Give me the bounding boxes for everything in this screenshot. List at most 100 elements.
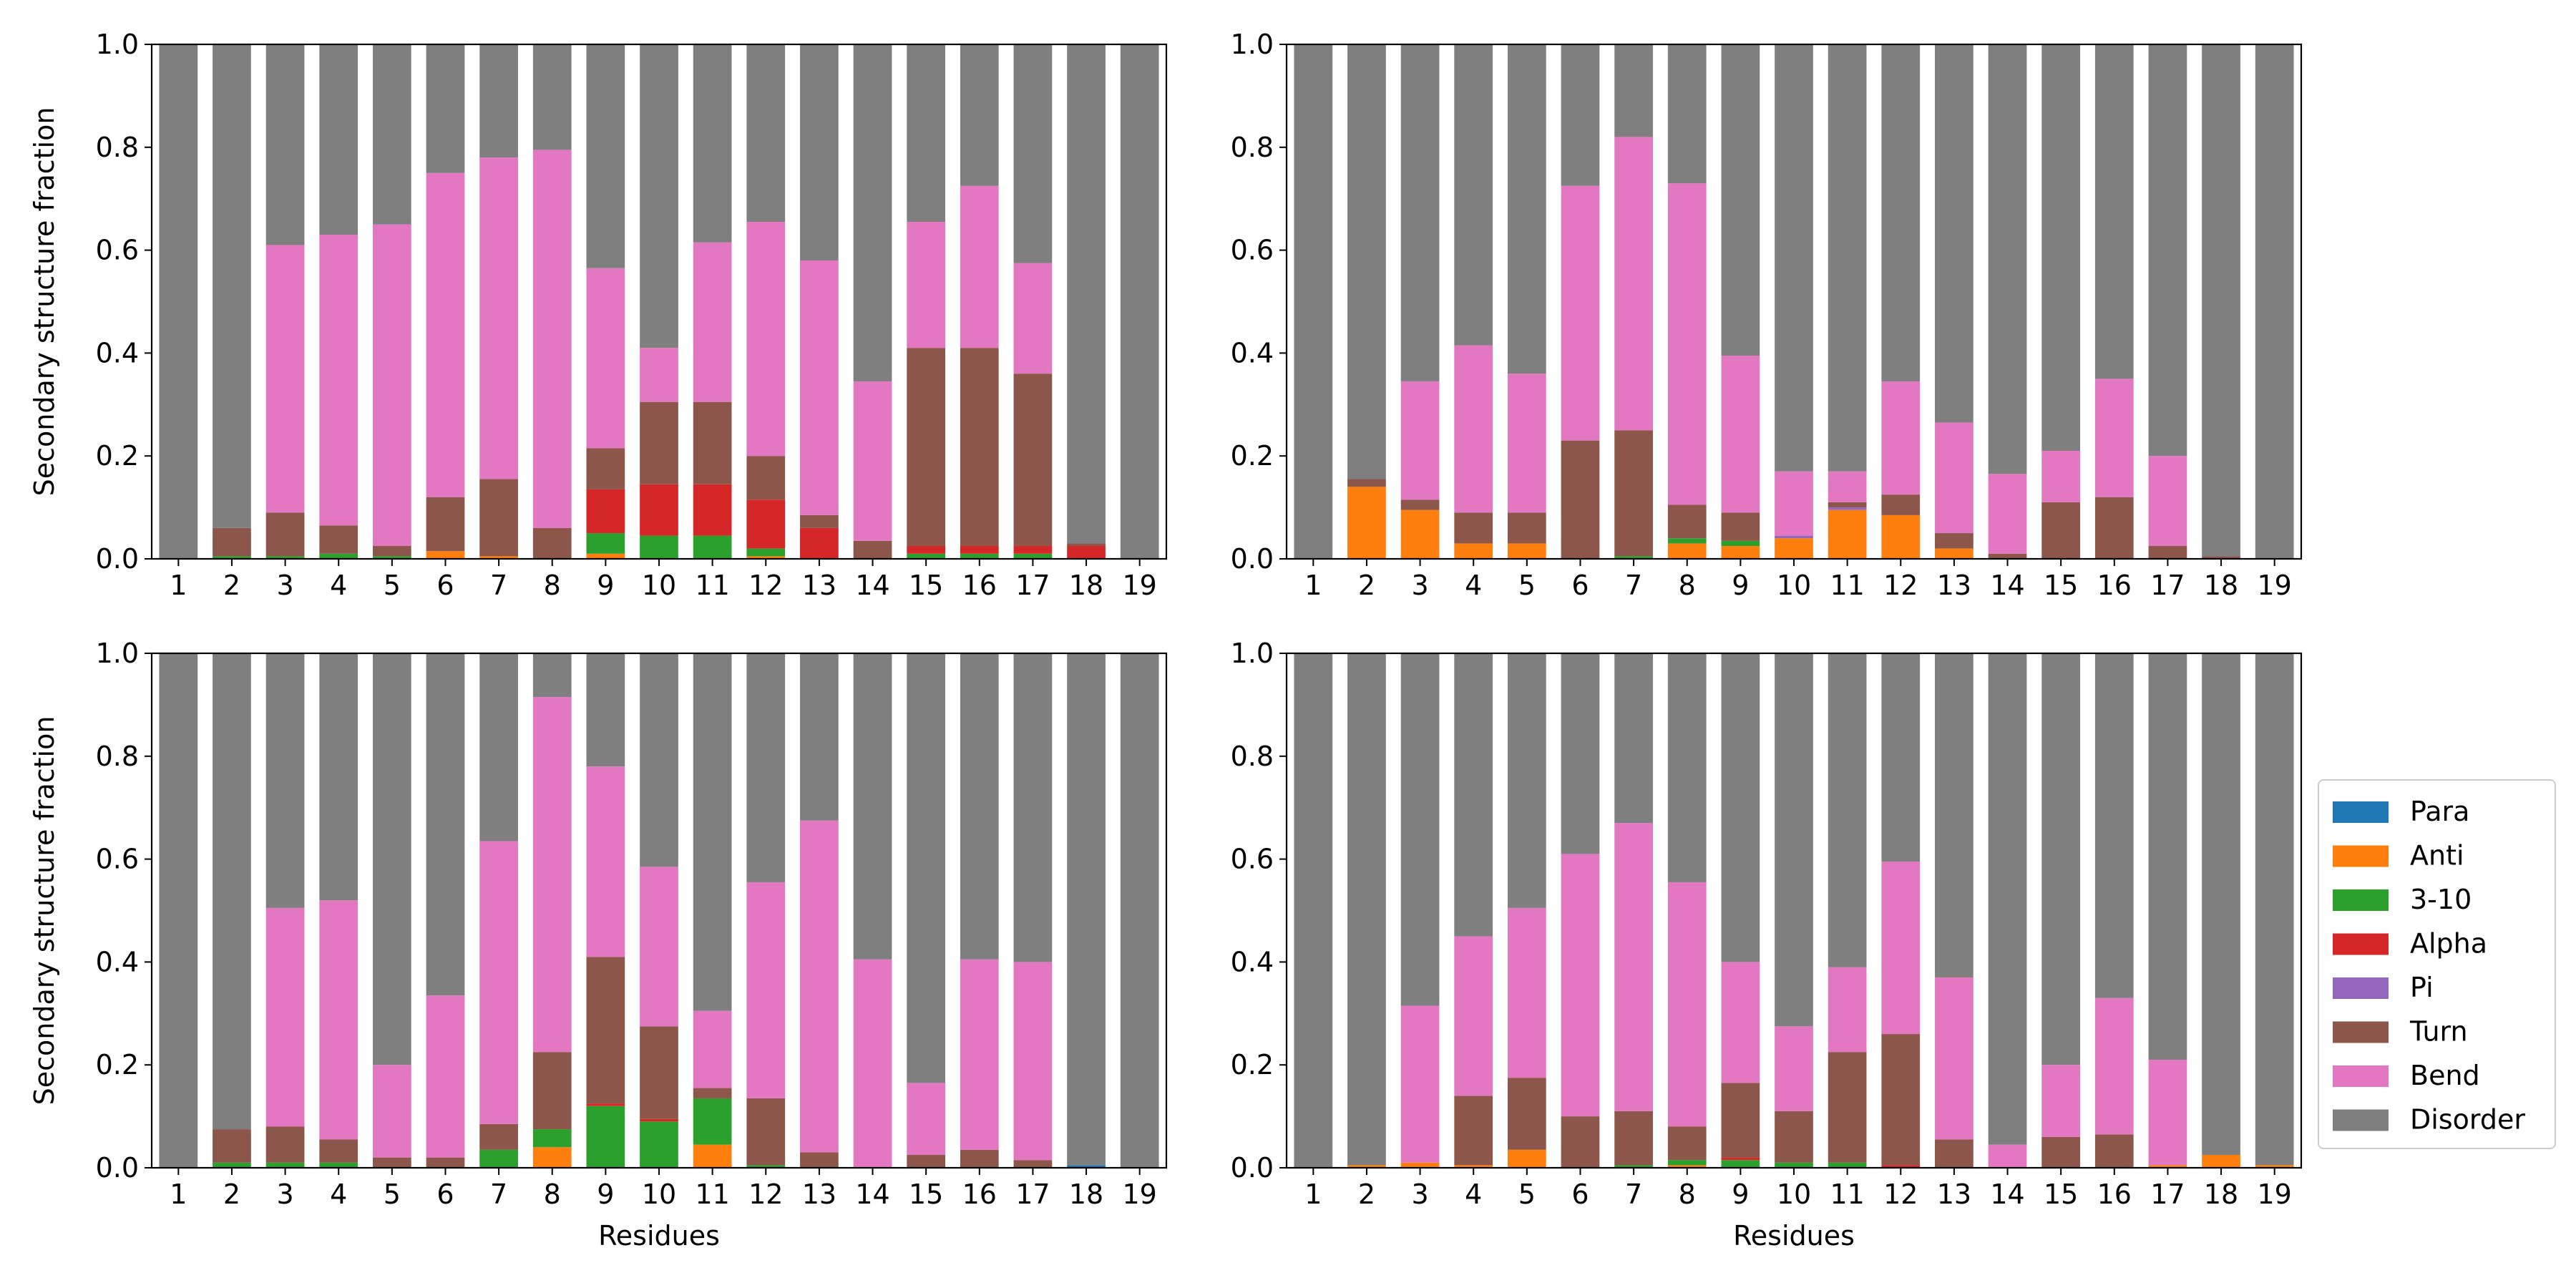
bar-turn-residue-7 [479, 479, 518, 557]
bar-bend-residue-4 [1454, 345, 1493, 513]
panel-bottom-left: 0.00.20.40.60.81.01 2 3 4 5 6 7 8 9 10 11 12 13 14 15 1… [29, 638, 1168, 1252]
bar-disorder-residue-1 [159, 44, 198, 559]
bar-turn-residue-14 [853, 540, 892, 559]
x-tick-label: 1 [1304, 570, 1322, 601]
bar-turn-residue-18 [2202, 556, 2240, 559]
chart-panels: 0.00.20.40.60.81.01 2 3 4 5 6 7 8 9 10 11 12 13 14 15 1… [29, 29, 2303, 1252]
bar-alpha-residue-15 [907, 546, 946, 554]
x-tick-label: 19 [1123, 570, 1157, 601]
bar-bend-residue-11 [1828, 967, 1867, 1053]
bar-alpha-residue-9 [586, 1103, 625, 1106]
bar-anti-residue-2 [1347, 1165, 1386, 1168]
x-tick-label: 19 [2258, 570, 2292, 601]
bar-anti-residue-17 [2148, 1165, 2187, 1168]
bar-alpha-residue-10 [640, 484, 678, 536]
bar-bend-residue-5 [372, 224, 411, 547]
x-tick-label: 7 [1625, 570, 1642, 601]
bar-disorder-residue-17 [1013, 44, 1053, 263]
legend-swatch-turn [2333, 1021, 2389, 1043]
bar-disorder-residue-13 [800, 653, 839, 821]
y-tick-label: 0.2 [1231, 1049, 1274, 1080]
bar-pi-residue-10 [1775, 535, 1813, 539]
bar-disorder-residue-7 [1614, 44, 1653, 137]
bar-bend-residue-14 [853, 381, 892, 541]
bar-disorder-residue-1 [1294, 653, 1333, 1168]
bar-turn-residue-13 [800, 1152, 839, 1168]
bar-disorder-residue-18 [2202, 44, 2240, 557]
x-tick-label: 13 [802, 1179, 836, 1210]
bar-anti-residue-18 [2202, 1155, 2240, 1168]
bar-turn-residue-8 [532, 1052, 572, 1130]
x-tick-label: 5 [384, 570, 401, 601]
bar-turn-residue-11 [1828, 1052, 1867, 1163]
bar-bend-residue-13 [1935, 977, 1974, 1140]
bar-turn-residue-15 [2041, 502, 2081, 559]
x-tick-label: 12 [1883, 570, 1918, 601]
x-tick-label: 16 [962, 570, 997, 601]
legend-label: 3-10 [2410, 884, 2472, 915]
bar-disorder-residue-11 [693, 44, 732, 243]
bar-bend-residue-16 [960, 185, 999, 348]
bar-turn-residue-4 [319, 1139, 358, 1163]
x-tick-label: 2 [1358, 1179, 1375, 1210]
bar-turn-residue-15 [2041, 1136, 2081, 1168]
legend-label: Turn [2409, 1016, 2468, 1048]
bar-3-10-residue-3 [265, 556, 305, 559]
bar-disorder-residue-3 [1400, 44, 1440, 381]
bar-bend-residue-4 [319, 235, 358, 526]
bar-disorder-residue-19 [2255, 44, 2294, 559]
legend-swatch-anti [2333, 845, 2389, 867]
bar-bend-residue-9 [586, 268, 625, 449]
x-tick-label: 4 [1465, 1179, 1482, 1210]
bar-bend-residue-10 [1775, 1026, 1813, 1111]
bar-bend-residue-14 [1988, 1144, 2027, 1168]
bar-turn-residue-6 [1561, 440, 1600, 559]
bar-bend-residue-4 [319, 900, 358, 1140]
bar-disorder-residue-10 [1775, 653, 1813, 1027]
bar-bend-residue-11 [693, 1010, 732, 1088]
bar-bend-residue-10 [640, 348, 678, 402]
bar-disorder-residue-8 [1667, 44, 1707, 184]
bar-bend-residue-13 [1935, 422, 1974, 534]
bar-bend-residue-16 [960, 959, 999, 1150]
bar-bend-residue-14 [1988, 474, 2027, 554]
bar-disorder-residue-17 [1013, 653, 1053, 962]
bar-disorder-residue-10 [640, 44, 678, 348]
y-tick-label: 0.4 [1231, 337, 1274, 369]
bar-3-10-residue-2 [213, 556, 251, 559]
bar-bend-residue-12 [1881, 381, 1921, 495]
y-axis-label: Secondary structure fraction [29, 107, 60, 497]
bar-turn-residue-5 [1507, 1078, 1546, 1150]
bar-turn-residue-9 [586, 957, 625, 1104]
bar-disorder-residue-13 [800, 44, 839, 260]
x-tick-label: 12 [748, 1179, 783, 1210]
y-tick-label: 0.2 [96, 440, 139, 472]
y-tick-label: 0.0 [1231, 1152, 1274, 1184]
bar-turn-residue-3 [265, 512, 305, 557]
bar-anti-residue-6 [426, 551, 465, 559]
bar-bend-residue-10 [640, 867, 678, 1027]
legend-label: Para [2410, 796, 2469, 827]
bar-3-10-residue-12 [746, 1165, 786, 1168]
bar-disorder-residue-16 [2094, 653, 2134, 998]
bar-anti-residue-3 [1400, 1162, 1440, 1168]
bar-turn-residue-6 [1561, 1116, 1600, 1168]
y-tick-label: 0.8 [96, 741, 139, 772]
bar-bend-residue-3 [1400, 1005, 1440, 1163]
y-tick-label: 0.8 [1231, 741, 1274, 772]
bar-turn-residue-9 [1721, 1083, 1760, 1158]
bar-3-10-residue-10 [1775, 1162, 1813, 1168]
bar-anti-residue-7 [479, 556, 518, 559]
y-tick-label: 0.4 [96, 337, 139, 369]
x-tick-label: 16 [2097, 1179, 2132, 1210]
bar-turn-residue-17 [1013, 1160, 1053, 1168]
x-tick-label: 13 [802, 570, 836, 601]
legend-frame [2318, 779, 2556, 1149]
x-tick-label: 19 [2258, 1179, 2292, 1210]
bar-3-10-residue-5 [372, 556, 411, 559]
bar-disorder-residue-6 [426, 44, 465, 173]
bar-bend-residue-8 [1667, 882, 1707, 1127]
x-tick-label: 1 [1304, 1179, 1322, 1210]
bar-3-10-residue-7 [479, 1149, 518, 1168]
legend-label: Anti [2410, 840, 2464, 872]
